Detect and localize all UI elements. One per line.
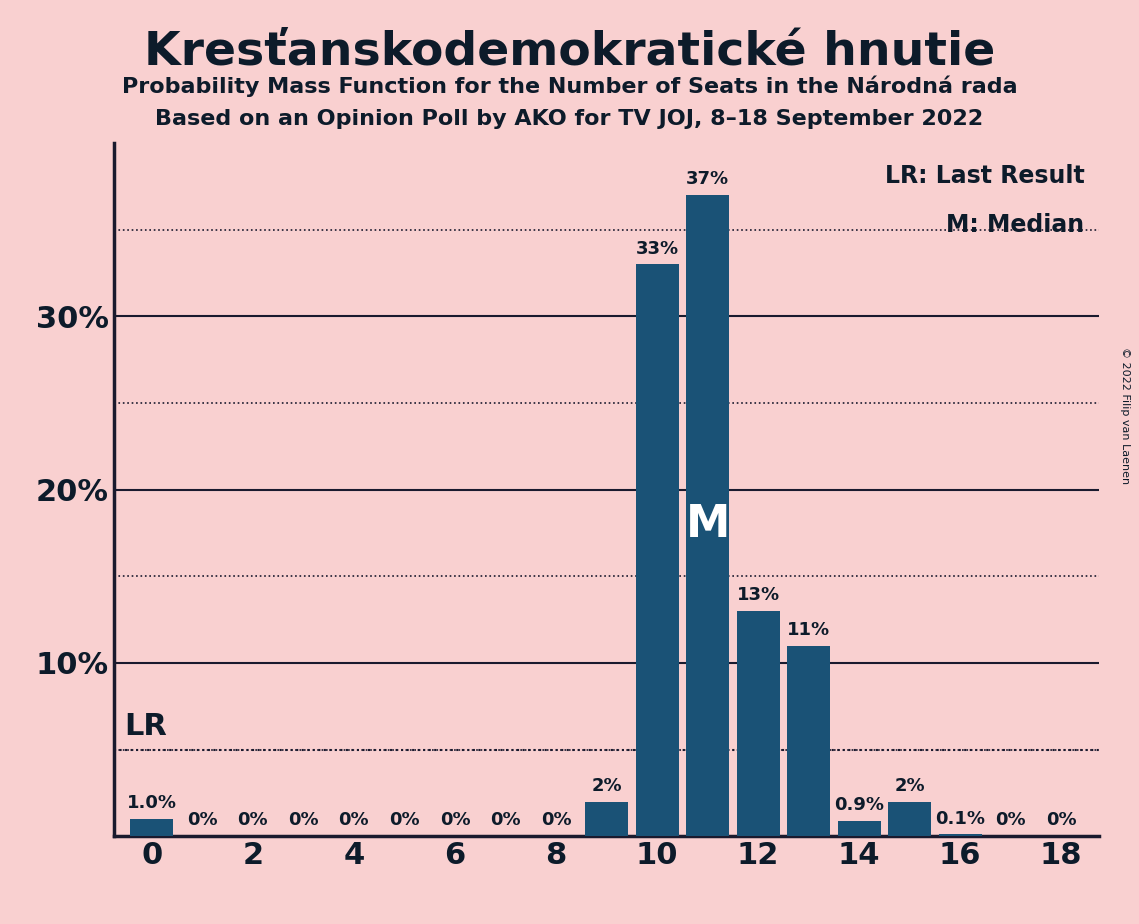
Text: 33%: 33% [636, 239, 679, 258]
Text: 0%: 0% [338, 811, 369, 830]
Text: 0%: 0% [238, 811, 268, 830]
Text: 0.9%: 0.9% [834, 796, 884, 814]
Text: 0%: 0% [288, 811, 319, 830]
Text: 0%: 0% [390, 811, 420, 830]
Text: M: Median: M: Median [947, 213, 1084, 237]
Text: 13%: 13% [737, 586, 780, 604]
Text: 11%: 11% [787, 621, 830, 638]
Text: © 2022 Filip van Laenen: © 2022 Filip van Laenen [1120, 347, 1130, 484]
Text: Based on an Opinion Poll by AKO for TV JOJ, 8–18 September 2022: Based on an Opinion Poll by AKO for TV J… [155, 109, 984, 129]
Text: LR: Last Result: LR: Last Result [885, 164, 1084, 188]
Text: 2%: 2% [894, 777, 925, 795]
Text: M: M [686, 503, 730, 546]
Bar [787, 646, 830, 836]
Text: 0%: 0% [490, 811, 521, 830]
Text: 0%: 0% [187, 811, 218, 830]
Text: Kresťanskodemokratické hnutie: Kresťanskodemokratické hnutie [144, 30, 995, 75]
Text: 1.0%: 1.0% [126, 794, 177, 812]
Bar [585, 802, 628, 836]
Bar [939, 834, 982, 836]
Bar [130, 819, 173, 836]
Bar [837, 821, 880, 836]
Text: 0%: 0% [995, 811, 1026, 830]
Text: 37%: 37% [686, 170, 729, 188]
Bar [737, 611, 779, 836]
Text: 0%: 0% [440, 811, 470, 830]
Text: LR: LR [124, 711, 167, 741]
Bar [888, 802, 932, 836]
Text: Probability Mass Function for the Number of Seats in the Národná rada: Probability Mass Function for the Number… [122, 76, 1017, 97]
Bar [686, 195, 729, 836]
Bar [636, 264, 679, 836]
Text: 0.1%: 0.1% [935, 809, 985, 828]
Text: 2%: 2% [591, 777, 622, 795]
Text: 0%: 0% [541, 811, 572, 830]
Text: 0%: 0% [1046, 811, 1076, 830]
